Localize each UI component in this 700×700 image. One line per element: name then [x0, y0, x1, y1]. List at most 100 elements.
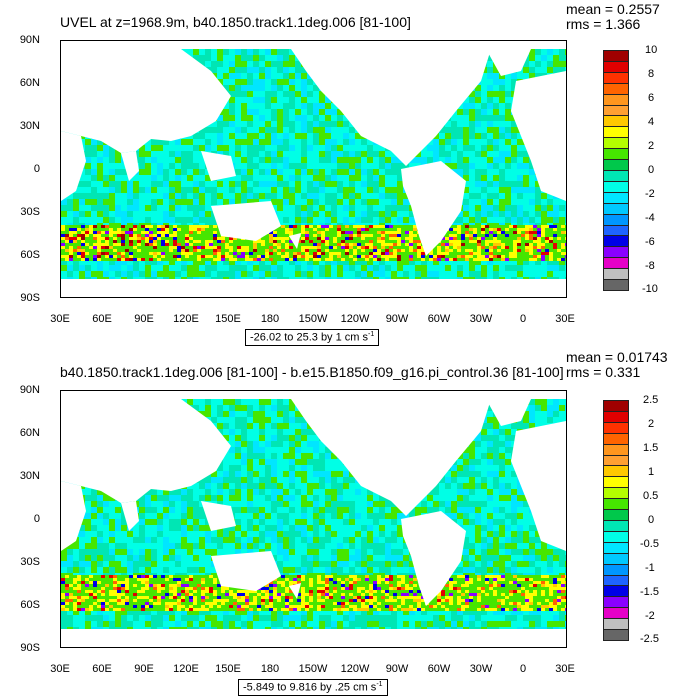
- acc-cell: [509, 243, 513, 246]
- field-cell: [481, 85, 487, 91]
- field-cell: [301, 67, 307, 73]
- acc-cell: [333, 249, 337, 252]
- field-cell: [67, 205, 73, 211]
- field-cell: [277, 73, 283, 79]
- acc-cell: [201, 237, 205, 240]
- field-cell: [121, 259, 127, 265]
- field-cell: [481, 211, 487, 217]
- acc-cell: [381, 246, 385, 249]
- acc-cell: [545, 234, 549, 237]
- acc-cell: [521, 228, 525, 231]
- field-cell: [361, 265, 367, 271]
- field-cell: [193, 187, 199, 193]
- field-cell: [163, 163, 169, 169]
- field-cell: [241, 163, 247, 169]
- field-cell: [433, 139, 439, 145]
- acc-cell: [249, 249, 253, 252]
- field-cell: [451, 163, 457, 169]
- field-cell: [271, 139, 277, 145]
- acc-cell: [489, 249, 493, 252]
- field-cell: [313, 181, 319, 187]
- field-cell: [475, 163, 481, 169]
- acc-cell: [109, 246, 113, 249]
- field-cell: [181, 181, 187, 187]
- field-cell: [283, 109, 289, 115]
- acc-cell: [117, 249, 121, 252]
- acc-cell: [229, 240, 233, 243]
- acc-cell: [449, 243, 453, 246]
- field-cell: [481, 181, 487, 187]
- acc-cell: [61, 255, 65, 258]
- field-cell: [229, 67, 235, 73]
- acc-cell: [461, 252, 465, 255]
- field-cell: [229, 109, 235, 115]
- field-cell: [205, 55, 211, 61]
- acc-cell: [361, 225, 365, 228]
- acc-cell: [181, 243, 185, 246]
- acc-cell: [413, 228, 417, 231]
- acc-cell: [77, 228, 81, 231]
- field-cell: [205, 217, 211, 223]
- acc-cell: [97, 228, 101, 231]
- field-cell: [505, 271, 511, 277]
- field-cell: [259, 151, 265, 157]
- acc-cell: [357, 228, 361, 231]
- acc-cell: [165, 237, 169, 240]
- acc-cell: [61, 258, 65, 261]
- field-cell: [445, 121, 451, 127]
- acc-cell: [125, 231, 129, 234]
- field-cell: [157, 163, 163, 169]
- field-cell: [97, 259, 103, 265]
- field-cell: [199, 265, 205, 271]
- acc-cell: [409, 231, 413, 234]
- field-cell: [295, 85, 301, 91]
- acc-cell: [85, 237, 89, 240]
- acc-cell: [213, 252, 217, 255]
- acc-cell: [81, 228, 85, 231]
- acc-cell: [285, 249, 289, 252]
- field-cell: [421, 265, 427, 271]
- acc-cell: [137, 225, 141, 228]
- field-cell: [211, 127, 217, 133]
- acc-cell: [349, 228, 353, 231]
- field-cell: [517, 73, 523, 79]
- field-cell: [247, 193, 253, 199]
- field-cell: [505, 97, 511, 103]
- field-cell: [469, 151, 475, 157]
- acc-cell: [445, 255, 449, 258]
- field-cell: [475, 265, 481, 271]
- field-cell: [295, 205, 301, 211]
- acc-cell: [133, 246, 137, 249]
- acc-cell: [381, 225, 385, 228]
- acc-cell: [197, 231, 201, 234]
- field-cell: [475, 157, 481, 163]
- acc-cell: [321, 225, 325, 228]
- acc-cell: [245, 252, 249, 255]
- acc-cell: [213, 243, 217, 246]
- field-cell: [337, 157, 343, 163]
- acc-cell: [405, 249, 409, 252]
- field-cell: [307, 169, 313, 175]
- field-cell: [67, 217, 73, 223]
- field-cell: [565, 67, 566, 73]
- field-cell: [541, 67, 547, 73]
- acc-cell: [525, 228, 529, 231]
- field-cell: [97, 169, 103, 175]
- acc-cell: [505, 243, 509, 246]
- acc-cell: [437, 246, 441, 249]
- acc-cell: [101, 225, 105, 228]
- acc-cell: [113, 228, 117, 231]
- field-cell: [325, 133, 331, 139]
- acc-cell: [537, 258, 541, 261]
- field-cell: [499, 199, 505, 205]
- field-cell: [253, 163, 259, 169]
- acc-cell: [337, 243, 341, 246]
- field-cell: [97, 163, 103, 169]
- acc-cell: [325, 252, 329, 255]
- acc-cell: [477, 243, 481, 246]
- field-cell: [289, 103, 295, 109]
- field-cell: [547, 193, 553, 199]
- acc-cell: [109, 243, 113, 246]
- field-cell: [157, 139, 163, 145]
- field-cell: [253, 115, 259, 121]
